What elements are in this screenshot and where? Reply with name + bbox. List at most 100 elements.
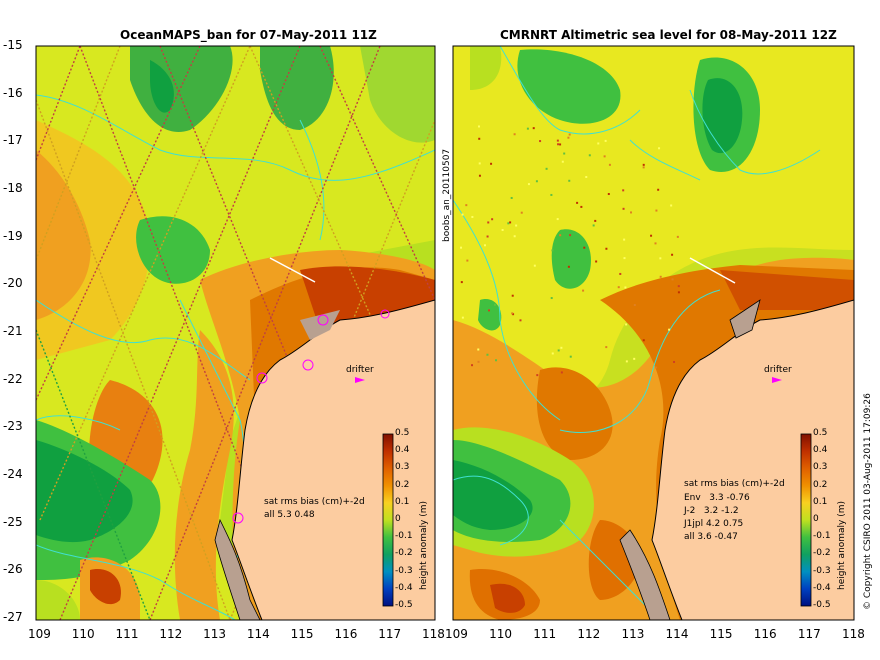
- longitude-tick-label: 114: [665, 627, 689, 641]
- longitude-tick-label: 112: [159, 627, 183, 641]
- observation-dot: [659, 275, 662, 278]
- observation-dot: [491, 218, 494, 221]
- observation-dot: [487, 309, 490, 312]
- observation-dot: [642, 166, 645, 169]
- longitude-tick-label: 109: [28, 627, 51, 641]
- colorbar-tick-label: -0.1: [813, 531, 831, 542]
- latitude-tick-label: -18: [3, 181, 23, 195]
- observation-dot: [535, 180, 538, 183]
- observation-dot: [597, 142, 600, 145]
- observation-dot: [603, 155, 606, 158]
- observation-dot: [623, 238, 626, 241]
- observation-dot: [510, 196, 513, 199]
- observation-dot: [490, 162, 493, 165]
- observation-dot: [519, 319, 522, 322]
- colorbar-label-right: height anomaly (m): [837, 500, 847, 590]
- observation-dot: [588, 154, 591, 157]
- left-stats-header: sat rms bias (cm)+-2d: [264, 497, 365, 507]
- observation-dot: [595, 260, 598, 263]
- observation-dot: [567, 136, 570, 139]
- observation-dot: [608, 163, 611, 166]
- observation-dot: [557, 143, 560, 146]
- observation-dot: [561, 160, 564, 163]
- observation-dot: [582, 289, 585, 292]
- observation-dot: [520, 211, 523, 214]
- right-stats-header: sat rms bias (cm)+-2d: [684, 479, 785, 489]
- observation-dot: [633, 304, 636, 307]
- colorbar-tick-label: 0.4: [395, 445, 410, 456]
- drifter-label-right: drifter: [764, 365, 792, 375]
- longitude-tick-label: 118: [842, 627, 865, 641]
- longitude-tick-label: 117: [378, 627, 402, 641]
- observation-dot: [545, 167, 548, 170]
- observation-dot: [556, 139, 559, 142]
- observation-dot: [465, 204, 468, 207]
- latitude-tick-label: -15: [3, 38, 23, 52]
- analysis-id-label: boobs_an_20110507: [442, 148, 452, 242]
- left-map-panel: [36, 46, 435, 620]
- observation-dot: [487, 221, 490, 224]
- latitude-tick-label: -20: [3, 276, 23, 291]
- observation-dot: [650, 234, 653, 237]
- observation-dot: [560, 371, 563, 374]
- observation-dot: [642, 163, 645, 166]
- colorbar-tick-label: 0.2: [813, 479, 828, 490]
- observation-dot: [527, 183, 530, 186]
- colorbar-tick-label: 0.3: [395, 462, 410, 473]
- observation-dot: [513, 235, 516, 238]
- longitude-tick-label: 116: [334, 627, 358, 641]
- observation-dot: [550, 193, 553, 196]
- observation-dot: [625, 323, 628, 326]
- colorbar-tick-label: 0.2: [395, 479, 410, 490]
- left-panel-title: OceanMAPS_ban for 07-May-2011 11Z: [120, 28, 377, 42]
- observation-dot: [501, 229, 504, 232]
- observation-dot: [511, 294, 514, 297]
- longitude-tick-label: 113: [621, 627, 645, 641]
- colorbar-tick-label: -0.4: [813, 582, 831, 593]
- colorbar-label-left: height anomaly (m): [419, 500, 429, 590]
- observation-dot: [677, 291, 680, 294]
- latitude-tick-label: -19: [3, 228, 23, 243]
- colorbar-tick-label: -0.3: [813, 565, 831, 576]
- latitude-tick-label: -27: [3, 610, 23, 624]
- observation-dot: [515, 224, 518, 227]
- observation-dot: [576, 201, 579, 204]
- latitude-tick-label: -26: [3, 562, 23, 577]
- right-stats-row: J-2 3.2 -1.2: [684, 506, 739, 516]
- observation-dot: [619, 272, 622, 275]
- observation-dot: [495, 359, 498, 362]
- colorbar-right: [800, 433, 812, 607]
- observation-dot: [556, 218, 559, 221]
- longitude-tick-label: 116: [753, 627, 777, 641]
- observation-dot: [655, 366, 658, 369]
- observation-dot: [539, 140, 542, 143]
- observation-dot: [493, 303, 496, 306]
- observation-dot: [551, 249, 554, 252]
- colorbar-tick-label: 0.1: [813, 496, 828, 507]
- observation-dot: [585, 176, 588, 179]
- drifter-marker-right: [772, 377, 782, 383]
- observation-dot: [478, 137, 481, 140]
- observation-dot: [513, 133, 516, 136]
- observation-dot: [567, 265, 570, 268]
- observation-dot: [471, 364, 474, 367]
- latitude-tick-label: -25: [3, 514, 23, 529]
- observation-dot: [659, 257, 662, 260]
- longitude-tick-label: 115: [290, 627, 314, 641]
- observation-dot: [509, 221, 512, 224]
- observation-dot: [550, 297, 553, 300]
- longitude-tick-label: 111: [115, 627, 139, 641]
- longitude-tick-label: 112: [577, 627, 601, 641]
- colorbar-tick-label: -0.5: [395, 600, 413, 610]
- colorbar-tick-label: 0: [813, 514, 819, 524]
- observation-dot: [605, 247, 608, 250]
- observation-dot: [604, 139, 607, 142]
- observation-dot: [563, 152, 566, 155]
- longitude-tick-label: 114: [246, 627, 270, 641]
- observation-dot: [568, 179, 571, 182]
- observation-dot: [676, 235, 679, 238]
- colorbar-tick-label: -0.4: [395, 582, 413, 593]
- observation-dot: [583, 246, 586, 249]
- latitude-tick-label: -23: [3, 419, 23, 434]
